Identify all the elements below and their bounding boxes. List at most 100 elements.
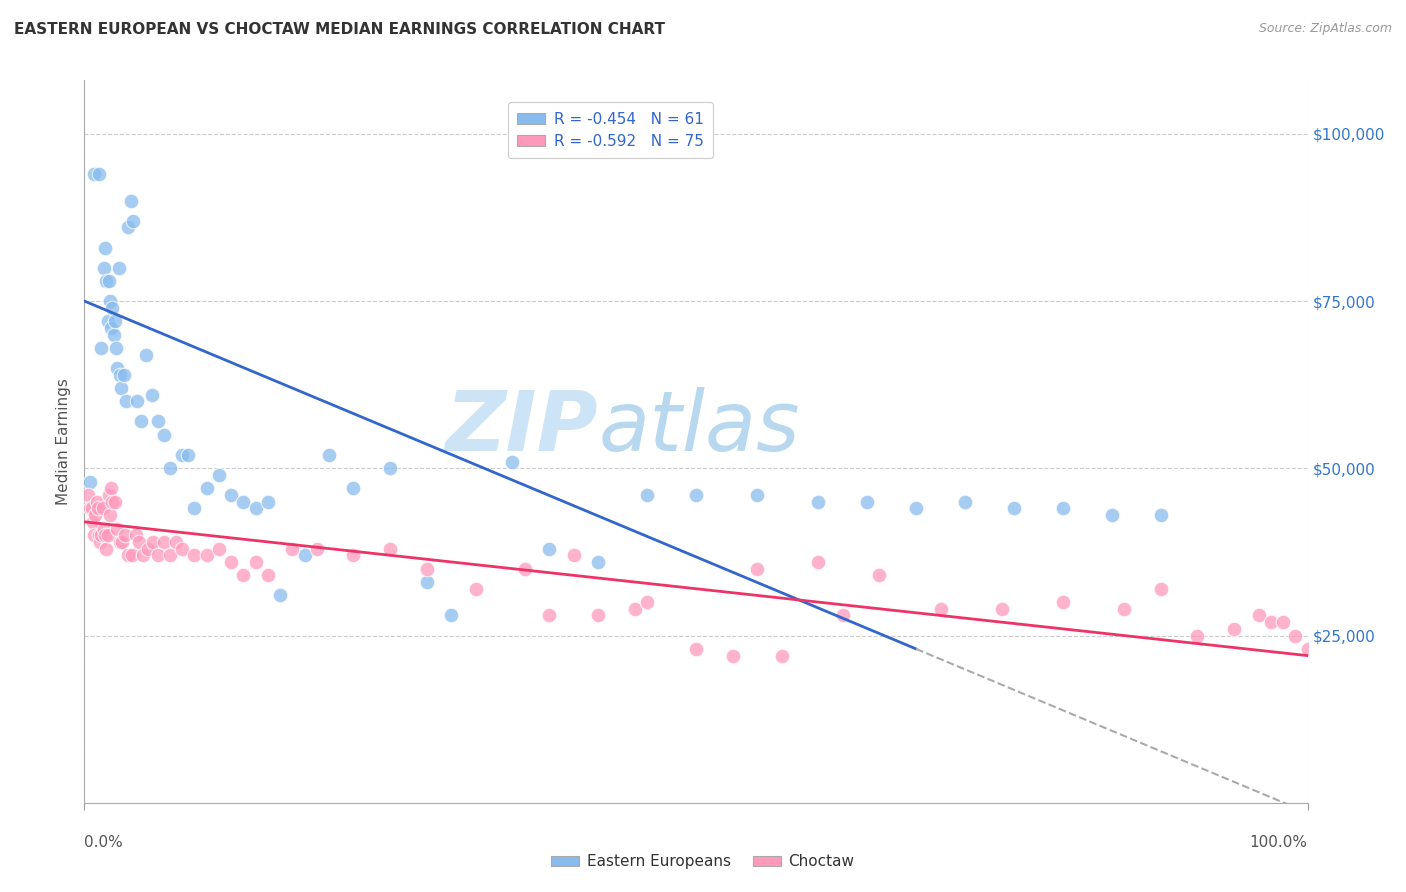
Legend: R = -0.454   N = 61, R = -0.592   N = 75: R = -0.454 N = 61, R = -0.592 N = 75 — [508, 103, 713, 159]
Point — [77, 488, 100, 502]
Point — [208, 541, 231, 556]
Point — [195, 482, 218, 496]
Point — [97, 314, 120, 328]
Point — [1052, 501, 1074, 516]
Point — [84, 508, 107, 523]
Point — [100, 320, 122, 334]
Point — [115, 394, 138, 409]
Point — [87, 167, 110, 181]
Point — [929, 602, 952, 616]
Point — [135, 348, 157, 362]
Point — [513, 562, 536, 576]
Point — [232, 568, 254, 582]
Point — [464, 582, 486, 596]
Point — [1247, 608, 1270, 623]
Text: atlas: atlas — [598, 386, 800, 467]
Point — [1284, 628, 1306, 642]
Point — [747, 562, 769, 576]
Point — [586, 555, 609, 569]
Point — [624, 602, 647, 616]
Point — [153, 534, 176, 549]
Point — [105, 521, 128, 535]
Point — [97, 274, 120, 288]
Point — [1002, 501, 1025, 516]
Legend: Eastern Europeans, Choctaw: Eastern Europeans, Choctaw — [546, 848, 860, 875]
Point — [1260, 615, 1282, 630]
Point — [807, 555, 830, 569]
Point — [721, 648, 744, 663]
Point — [129, 414, 152, 428]
Point — [79, 475, 101, 489]
Point — [146, 548, 169, 563]
Point — [93, 521, 115, 535]
Point — [89, 534, 111, 549]
Point — [183, 501, 205, 516]
Point — [159, 461, 181, 475]
Point — [342, 482, 364, 496]
Point — [97, 488, 120, 502]
Point — [96, 274, 118, 288]
Point — [440, 608, 463, 623]
Point — [110, 381, 132, 395]
Point — [80, 501, 103, 516]
Point — [172, 448, 194, 462]
Point — [538, 608, 561, 623]
Point — [195, 548, 218, 563]
Point — [105, 341, 128, 355]
Point — [562, 548, 585, 563]
Point — [114, 528, 136, 542]
Point — [101, 494, 124, 508]
Point — [1114, 602, 1136, 616]
Point — [121, 548, 143, 563]
Point — [257, 494, 280, 508]
Point — [94, 240, 117, 255]
Point — [96, 541, 118, 556]
Point — [117, 548, 139, 563]
Point — [380, 541, 402, 556]
Point — [257, 568, 280, 582]
Point — [856, 494, 879, 508]
Point — [538, 541, 561, 556]
Point — [141, 387, 163, 401]
Point — [636, 595, 658, 609]
Point — [294, 548, 316, 563]
Point — [502, 454, 524, 469]
Point — [87, 528, 110, 542]
Point — [747, 488, 769, 502]
Point — [905, 501, 928, 516]
Point — [165, 534, 187, 549]
Point — [125, 394, 148, 409]
Point — [869, 568, 891, 582]
Y-axis label: Median Earnings: Median Earnings — [56, 378, 72, 505]
Point — [142, 534, 165, 549]
Point — [83, 528, 105, 542]
Point — [90, 341, 112, 355]
Point — [108, 368, 131, 382]
Point — [1052, 595, 1074, 609]
Point — [101, 301, 124, 315]
Point — [128, 534, 150, 549]
Point — [132, 548, 155, 563]
Point — [953, 494, 976, 508]
Point — [117, 220, 139, 235]
Point — [416, 575, 439, 590]
Text: 100.0%: 100.0% — [1250, 835, 1308, 850]
Text: EASTERN EUROPEAN VS CHOCTAW MEDIAN EARNINGS CORRELATION CHART: EASTERN EUROPEAN VS CHOCTAW MEDIAN EARNI… — [14, 22, 665, 37]
Point — [1101, 508, 1123, 523]
Point — [83, 167, 105, 181]
Point — [104, 314, 127, 328]
Point — [380, 461, 402, 475]
Point — [86, 494, 108, 508]
Point — [281, 541, 304, 556]
Point — [1272, 615, 1295, 630]
Point — [125, 528, 148, 542]
Point — [91, 501, 114, 516]
Point — [685, 488, 707, 502]
Point — [107, 260, 129, 275]
Point — [103, 327, 125, 342]
Point — [245, 555, 267, 569]
Point — [108, 534, 131, 549]
Point — [807, 494, 830, 508]
Point — [232, 494, 254, 508]
Point — [1150, 582, 1173, 596]
